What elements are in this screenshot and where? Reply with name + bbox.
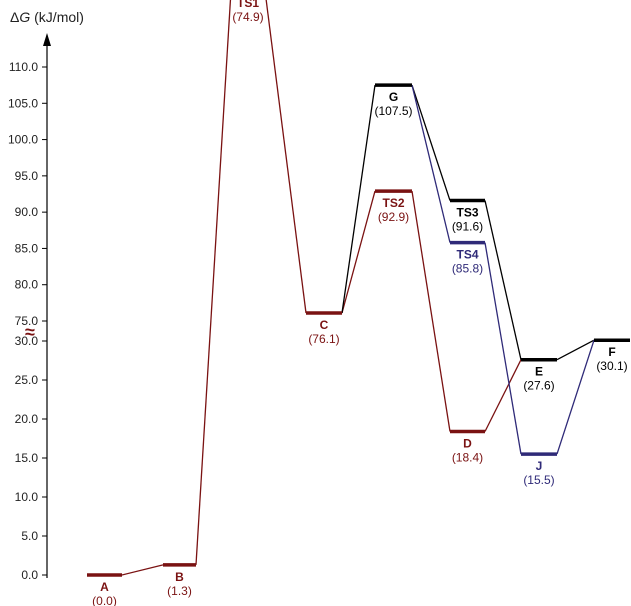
state-label-a: A: [100, 580, 109, 594]
state-labels-group: A(0.0)B(1.3)TS1(74.9)C(76.1)TS2(92.9)G(1…: [92, 0, 628, 606]
connector-b-ts1: [195, 0, 232, 565]
state-value-a: (0.0): [92, 594, 117, 606]
y-tick-label: 85.0: [15, 241, 39, 255]
state-label-ts2: TS2: [382, 196, 404, 210]
state-value-c: (76.1): [308, 332, 339, 346]
y-axis-group: ΔG (kJ/mol) ≈: [10, 9, 84, 578]
connector-ts1-c: [265, 0, 307, 314]
connector-j-f: [556, 340, 595, 455]
y-axis-title-delta: Δ: [10, 9, 19, 25]
y-axis-arrowhead: [43, 33, 51, 46]
energy-levels-group: [87, 83, 630, 577]
pathway-connectors-group: [121, 0, 595, 576]
state-value-j: (15.5): [523, 473, 554, 487]
y-tick-label: 105.0: [8, 96, 38, 110]
state-label-c: C: [320, 318, 329, 332]
state-value-f: (30.1): [596, 359, 627, 373]
connector-g-ts4: [411, 84, 451, 243]
y-tick-label: 10.0: [15, 490, 39, 504]
y-tick-label: 25.0: [15, 373, 39, 387]
state-value-ts1: (74.9): [232, 10, 263, 24]
state-label-g: G: [389, 90, 398, 104]
y-tick-label: 75.0: [15, 314, 39, 328]
state-value-e: (27.6): [523, 379, 554, 393]
state-value-d: (18.4): [452, 450, 483, 464]
state-label-ts4: TS4: [456, 248, 478, 262]
state-label-ts1: TS1: [237, 0, 259, 10]
connector-d-e: [484, 359, 522, 432]
y-axis-title-unit: (kJ/mol): [30, 9, 84, 25]
y-tick-label: 30.0: [15, 334, 39, 348]
state-label-ts3: TS3: [456, 206, 478, 220]
y-axis-title-symbol: G: [19, 9, 30, 25]
state-value-b: (1.3): [167, 584, 192, 598]
connector-c-g: [341, 85, 376, 314]
state-label-f: F: [608, 345, 615, 359]
state-value-ts2: (92.9): [378, 210, 409, 224]
y-tick-label: 80.0: [15, 278, 39, 292]
y-tick-label: 0.0: [21, 568, 38, 582]
state-value-ts4: (85.8): [452, 262, 483, 276]
connector-c-ts2: [341, 190, 376, 314]
connector-a-b: [121, 564, 164, 576]
connector-ts2-d: [411, 190, 451, 432]
y-tick-label: 95.0: [15, 169, 39, 183]
axis-break-symbol: ≈: [25, 322, 35, 342]
y-ticks-group: 0.0 5.0 10.0 15.0 20.0 25.0 30.0 75.0 80.0 85.0 90…: [8, 60, 47, 582]
connector-ts3-e: [484, 200, 522, 360]
state-value-ts3: (91.6): [452, 220, 483, 234]
y-tick-label: 5.0: [21, 529, 38, 543]
y-tick-label: 110.0: [9, 60, 38, 74]
state-label-d: D: [463, 436, 472, 450]
y-tick-label: 100.0: [8, 133, 38, 147]
y-tick-label: 20.0: [15, 412, 39, 426]
state-label-b: B: [175, 570, 184, 584]
y-tick-label: 90.0: [15, 205, 39, 219]
connector-g-ts3: [411, 84, 451, 201]
y-axis-title: ΔG (kJ/mol): [10, 9, 84, 25]
y-tick-label: 15.0: [15, 451, 39, 465]
state-label-e: E: [535, 365, 543, 379]
connector-ts4-j: [484, 242, 522, 455]
state-value-g: (107.5): [374, 104, 412, 118]
connector-e-f: [556, 339, 595, 361]
state-label-j: J: [536, 459, 543, 473]
